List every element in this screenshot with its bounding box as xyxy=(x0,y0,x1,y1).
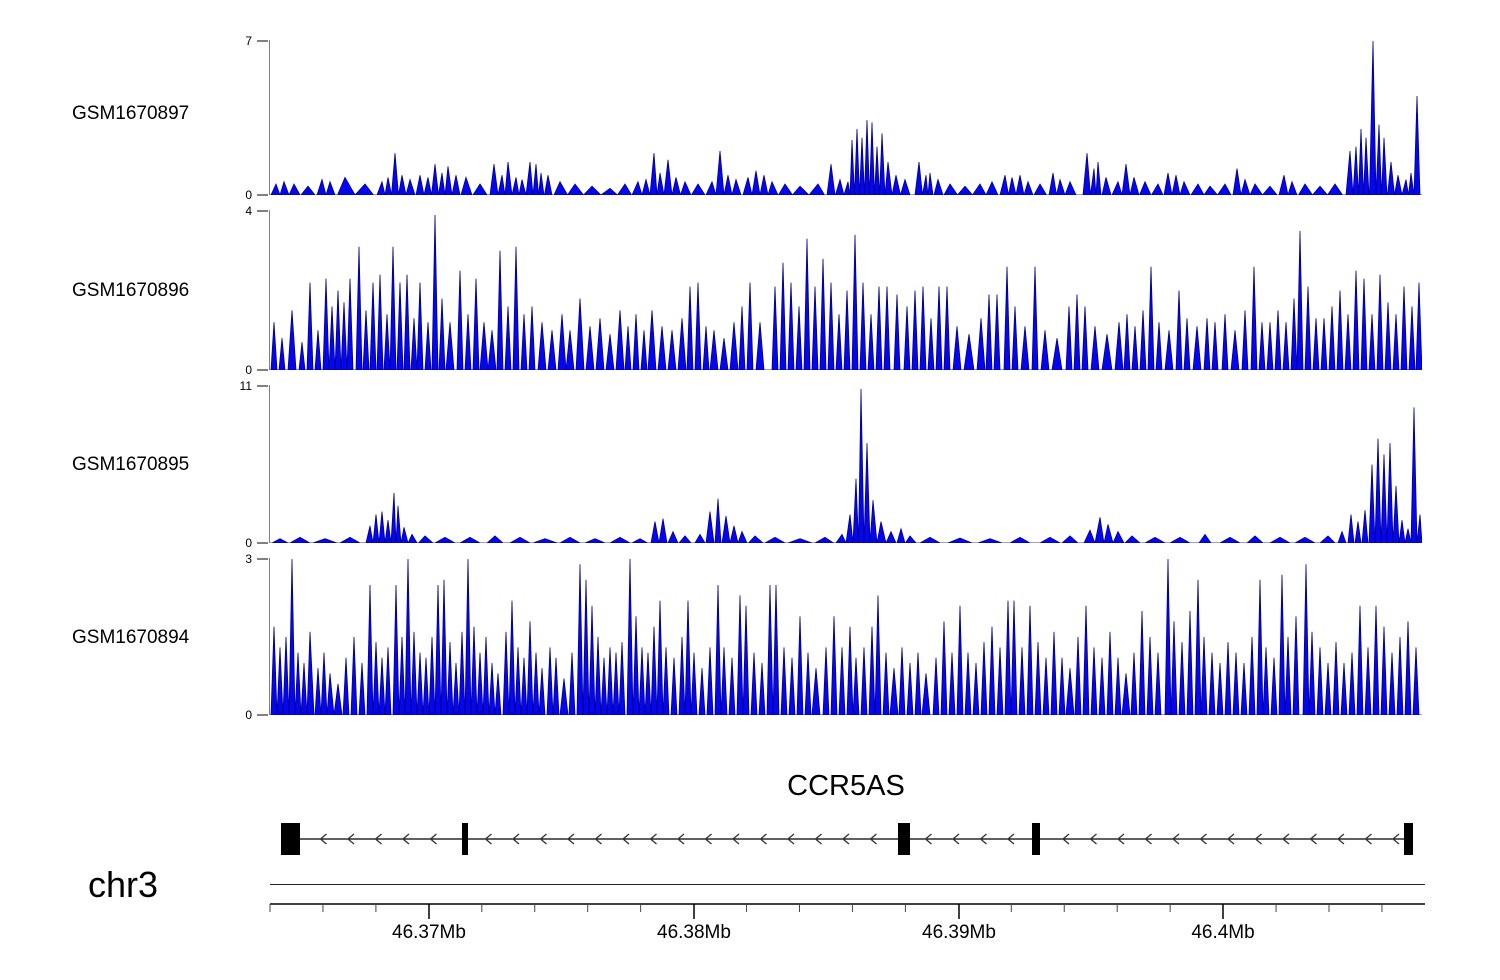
coverage-area xyxy=(270,214,1422,370)
exon-box xyxy=(462,823,468,855)
coverage-plot-4 xyxy=(270,558,1422,715)
track-label-2: GSM1670896 xyxy=(72,280,190,301)
y-min-label-1: 0 xyxy=(245,188,252,202)
track-label-3: GSM1670895 xyxy=(72,454,190,475)
coordinate-tick-label: 46.39Mb xyxy=(922,922,996,943)
y-min-label-4: 0 xyxy=(245,708,252,722)
coordinate-tick-label: 46.38Mb xyxy=(657,922,731,943)
gene-model-diagram xyxy=(281,823,1413,855)
coverage-plot-1 xyxy=(270,40,1422,195)
y-axis-top-tick-1 xyxy=(257,40,268,42)
y-max-label-1: 7 xyxy=(245,34,252,48)
coordinate-ruler: 46.37Mb 46.38Mb 46.39Mb 46.4Mb xyxy=(269,903,1425,943)
y-axis-bottom-tick-1 xyxy=(257,194,268,196)
ruler-ticks xyxy=(269,904,1383,912)
coordinate-tick-label: 46.4Mb xyxy=(1191,922,1254,943)
coordinate-tick-label: 46.37Mb xyxy=(392,922,466,943)
coverage-plot-3 xyxy=(270,388,1422,543)
y-axis-bracket-3 xyxy=(269,385,270,543)
y-max-label-3: 11 xyxy=(239,379,252,393)
y-axis-top-tick-4 xyxy=(257,558,268,560)
y-axis-top-tick-2 xyxy=(257,210,268,212)
y-max-label-2: 4 xyxy=(245,204,252,218)
coverage-area xyxy=(270,40,1422,195)
track-label-4: GSM1670894 xyxy=(72,627,190,648)
y-axis-bottom-tick-2 xyxy=(257,369,268,371)
y-max-label-4: 3 xyxy=(245,552,252,566)
y-axis-bracket-1 xyxy=(269,40,270,195)
chromosome-range-line xyxy=(270,884,1425,885)
exon-box xyxy=(281,823,300,855)
y-axis-bracket-2 xyxy=(269,210,270,370)
exon-box xyxy=(898,823,910,855)
coverage-plot-2 xyxy=(270,214,1422,370)
strand-arrows-left xyxy=(319,833,1400,845)
coverage-area xyxy=(270,388,1422,543)
chromosome-label: chr3 xyxy=(88,864,159,905)
gene-name-label: CCR5AS xyxy=(787,770,905,802)
y-min-label-2: 0 xyxy=(245,363,252,377)
exon-box xyxy=(1032,823,1040,855)
y-axis-top-tick-3 xyxy=(257,385,268,387)
y-axis-bottom-tick-3 xyxy=(257,542,268,544)
coverage-area xyxy=(270,558,1422,715)
track-label-1: GSM1670897 xyxy=(72,103,190,124)
y-axis-bottom-tick-4 xyxy=(257,714,268,716)
y-min-label-3: 0 xyxy=(245,536,252,550)
y-axis-bracket-4 xyxy=(269,558,270,715)
exon-box xyxy=(1404,823,1413,855)
